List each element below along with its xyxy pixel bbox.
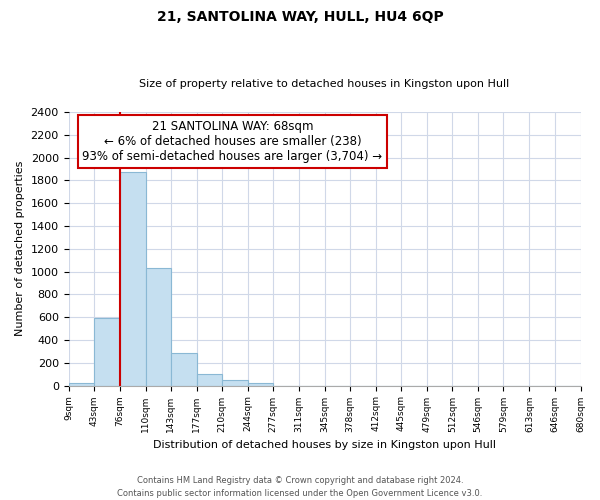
X-axis label: Distribution of detached houses by size in Kingston upon Hull: Distribution of detached houses by size … <box>153 440 496 450</box>
Bar <box>197 374 222 386</box>
Bar <box>68 384 94 386</box>
Text: 21 SANTOLINA WAY: 68sqm
← 6% of detached houses are smaller (238)
93% of semi-de: 21 SANTOLINA WAY: 68sqm ← 6% of detached… <box>82 120 382 163</box>
Bar <box>248 382 273 386</box>
Y-axis label: Number of detached properties: Number of detached properties <box>15 161 25 336</box>
Bar <box>171 353 197 386</box>
Bar <box>119 172 146 386</box>
Bar <box>146 268 171 386</box>
Bar <box>222 380 248 386</box>
Text: Contains HM Land Registry data © Crown copyright and database right 2024.
Contai: Contains HM Land Registry data © Crown c… <box>118 476 482 498</box>
Text: 21, SANTOLINA WAY, HULL, HU4 6QP: 21, SANTOLINA WAY, HULL, HU4 6QP <box>157 10 443 24</box>
Bar <box>94 318 119 386</box>
Title: Size of property relative to detached houses in Kingston upon Hull: Size of property relative to detached ho… <box>139 79 509 89</box>
